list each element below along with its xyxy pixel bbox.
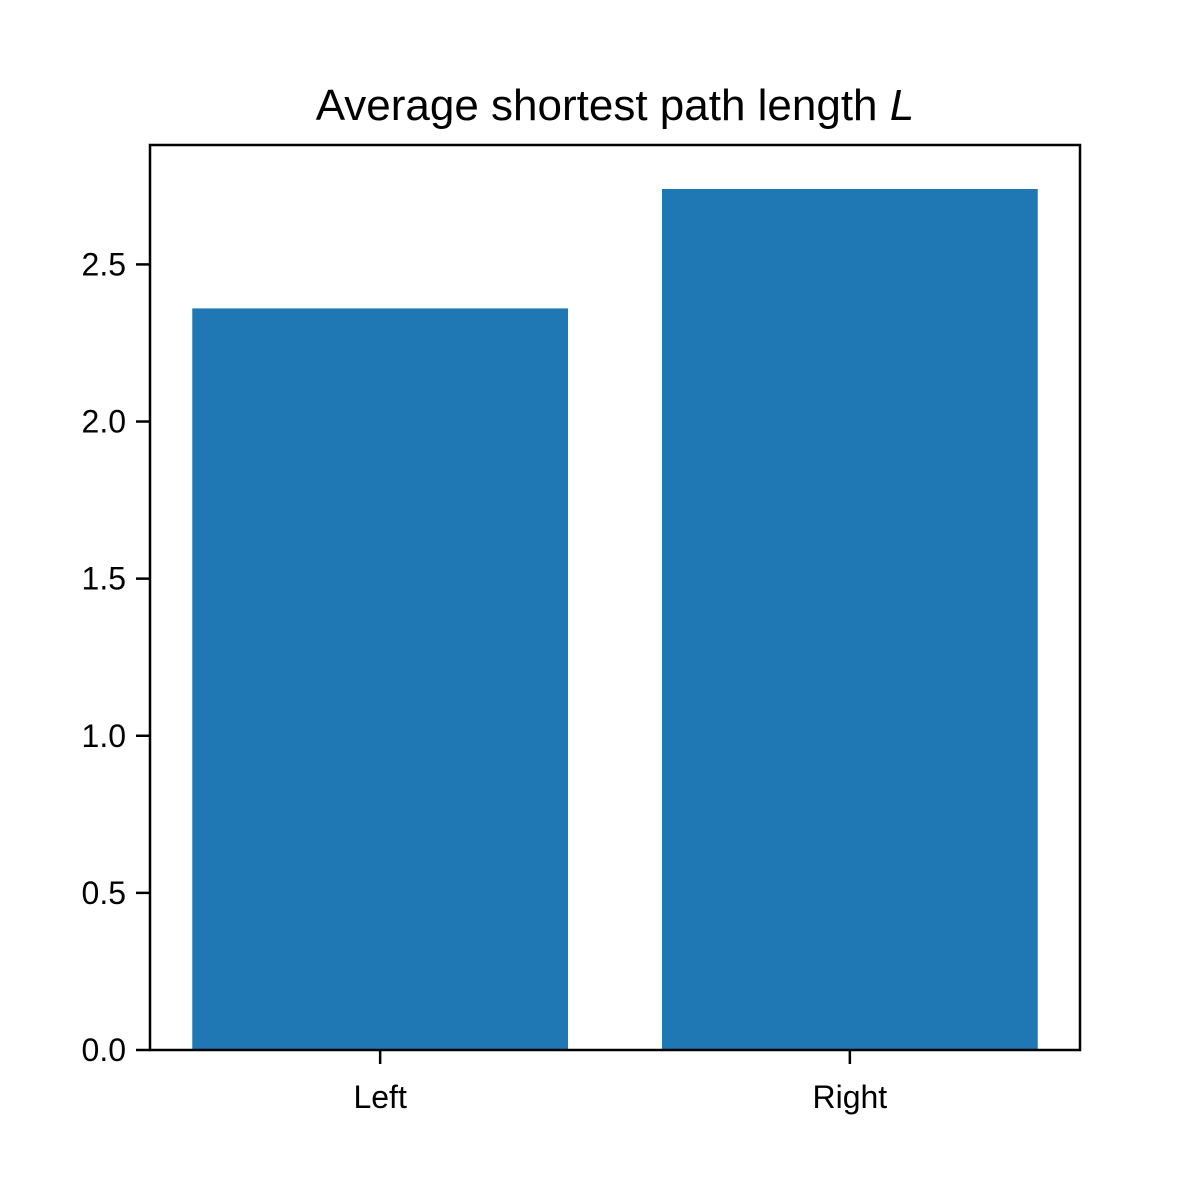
y-axis: 0.0 0.5 1.0 1.5 2.0 2.5 [82, 246, 150, 1068]
chart-title-symbol: L [890, 81, 914, 130]
chart-title-text: Average shortest path length [316, 81, 890, 130]
y-tick-label: 1.0 [82, 718, 126, 754]
bar-left [192, 308, 569, 1050]
y-tick-label: 0.5 [82, 875, 126, 911]
bar-right [661, 188, 1038, 1051]
plot-frame [148, 143, 1082, 1052]
x-axis: Left Right [353, 1050, 887, 1115]
x-tick-label-right: Right [812, 1079, 887, 1115]
bars-group [192, 188, 1038, 1051]
chart-title: Average shortest path length L [316, 81, 915, 130]
y-tick-label: 2.5 [82, 246, 126, 282]
x-tick-label-left: Left [353, 1079, 406, 1115]
y-tick-label: 2.0 [82, 404, 126, 440]
y-tick-label: 1.5 [82, 561, 126, 597]
y-tick-label: 0.0 [82, 1032, 126, 1068]
